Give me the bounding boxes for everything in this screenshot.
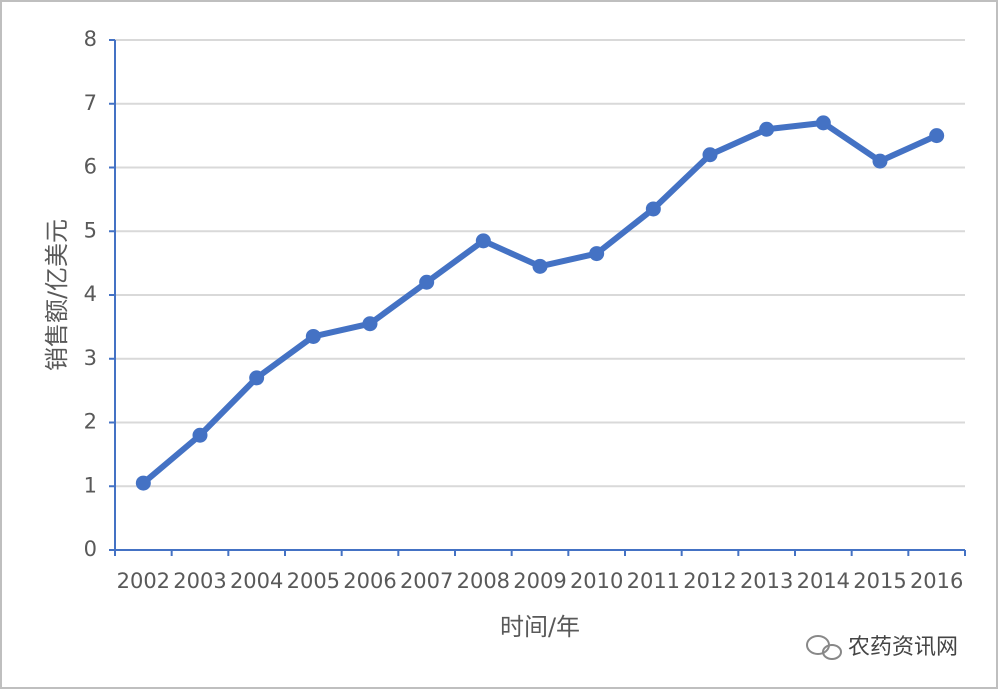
y-tick-label: 3 (84, 346, 97, 370)
watermark: 农药资讯网 (848, 635, 958, 660)
marks (135, 115, 945, 491)
y-tick-label: 4 (84, 282, 97, 306)
watermark-icon (806, 635, 842, 660)
point (362, 316, 378, 332)
y-tick-label: 7 (84, 91, 97, 115)
y-axis-label: 销售额/亿美元 (43, 219, 71, 371)
point (419, 274, 435, 290)
y-tick-label: 0 (84, 537, 97, 561)
y-tick-label: 1 (84, 473, 97, 497)
point (645, 201, 661, 217)
y-tick-label: 5 (84, 218, 97, 242)
x-tick-label: 2016 (910, 569, 963, 593)
y-tick-label: 6 (84, 155, 97, 179)
point (192, 427, 208, 443)
point (872, 153, 888, 169)
point (759, 121, 775, 137)
x-tick-label: 2008 (457, 569, 510, 593)
x-tick-label: 2010 (570, 569, 623, 593)
x-tick-label: 2004 (230, 569, 283, 593)
axes: 0 1 2 3 4 5 6 7 8 2002 2003 2004 2005 2006 2007 2008 200… (84, 27, 966, 593)
point (815, 115, 831, 131)
point (589, 246, 605, 262)
x-tick-label: 2003 (173, 569, 226, 593)
x-tick-label: 2009 (513, 569, 566, 593)
x-tick-label: 2014 (797, 569, 850, 593)
x-tick-label: 2013 (740, 569, 793, 593)
x-tick-label: 2002 (117, 569, 170, 593)
y-tick-label: 8 (84, 27, 97, 51)
x-tick-label: 2015 (853, 569, 906, 593)
point (135, 475, 151, 491)
point (532, 258, 548, 274)
point (305, 328, 321, 344)
point (249, 370, 265, 386)
x-tick-label: 2012 (683, 569, 736, 593)
point (929, 128, 945, 144)
x-axis-label: 时间/年 (500, 613, 580, 641)
x-tick-label: 2005 (287, 569, 340, 593)
y-tick-label: 2 (84, 410, 97, 434)
point (702, 147, 718, 163)
x-tick-label: 2007 (400, 569, 453, 593)
point (475, 233, 491, 249)
x-tick-label: 2011 (627, 569, 680, 593)
x-tick-label: 2006 (343, 569, 396, 593)
